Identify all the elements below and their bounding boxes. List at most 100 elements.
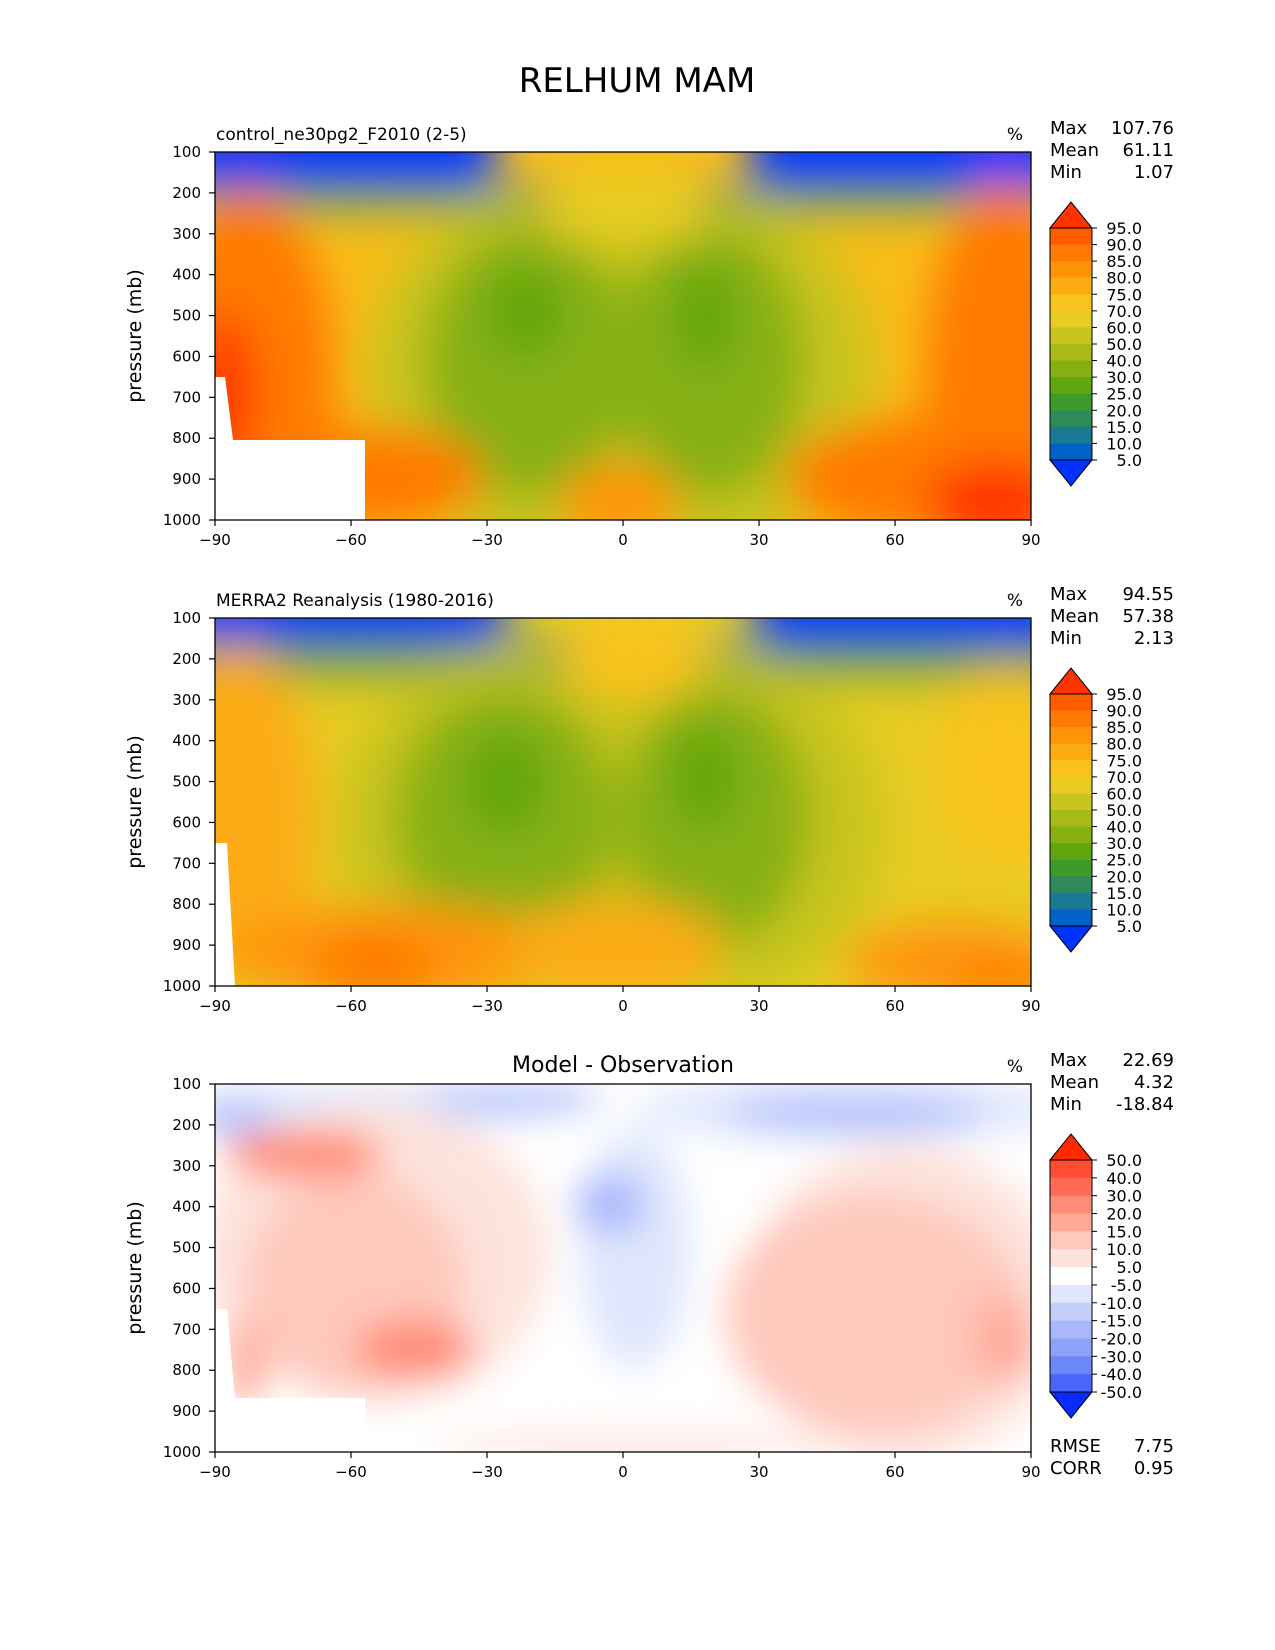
colorbar-bin [1050,327,1092,345]
y-tick-label: 500 [172,1239,201,1257]
stat-label: Min [1050,162,1082,183]
x-tick-label: 30 [749,531,768,549]
colorbar-extend-max [1048,667,1094,695]
colorbar-label: 80.0 [1106,269,1142,288]
y-tick-label: 300 [172,225,201,243]
y-tick-label: 100 [172,1075,201,1093]
y-tick-label: 200 [172,184,201,202]
stat-value: 94.55 [1122,584,1174,605]
x-tick-label: 90 [1021,1463,1040,1481]
y-tick-label: 400 [172,1198,201,1216]
colorbar-label: 10.0 [1106,434,1142,453]
contour-field [215,1084,1031,1452]
colorbar: 50.040.030.020.015.010.05.0-5.0-10.0-15.… [1048,1133,1142,1419]
colorbar-label: 10.0 [1106,900,1142,919]
colorbar-label: 20.0 [1106,867,1142,886]
colorbar-bin [1050,228,1092,246]
panel-units: % [1007,1057,1023,1077]
colorbar-bin [1050,1320,1092,1339]
x-tick-label: −60 [335,997,367,1015]
y-tick-label: 100 [172,143,201,161]
side-info-diff: Max 22.69 Mean 4.32 Min -18.84 50.040.030.020.… [1048,1050,1174,1479]
y-tick-label: 1000 [163,1443,201,1461]
x-tick-label: 0 [618,997,628,1015]
y-tick-label: 400 [172,732,201,750]
colorbar-bin [1050,810,1092,828]
stat-value: 0.95 [1134,1458,1174,1479]
colorbar-label: 15.0 [1106,1222,1142,1241]
colorbar-label: 5.0 [1117,917,1142,936]
stat-value: 7.75 [1134,1436,1174,1457]
figure-title: RELHUM MAM [519,61,756,101]
stat-label: Min [1050,628,1082,649]
colorbar-label: -20.0 [1101,1329,1142,1348]
colorbar-label: 50.0 [1106,801,1142,820]
y-tick-label: 1000 [163,511,201,529]
colorbar-label: 60.0 [1106,318,1142,337]
x-tick-label: −30 [471,997,503,1015]
y-tick-label: 800 [172,1361,201,1379]
x-tick-label: −30 [471,1463,503,1481]
colorbar-label: 30.0 [1106,1187,1142,1206]
y-tick-label: 800 [172,429,201,447]
stat-label: Max [1050,118,1088,139]
colorbar-label: 40.0 [1106,352,1142,371]
contour-field [215,618,1031,986]
colorbar-label: 90.0 [1106,702,1142,721]
x-tick-label: 90 [1021,531,1040,549]
panel-units: % [1007,125,1023,145]
stat-value: 4.32 [1134,1072,1174,1093]
colorbar-label: 70.0 [1106,302,1142,321]
stat-label: Mean [1050,1072,1099,1093]
stat-label: Min [1050,1094,1082,1115]
colorbar-bin [1050,710,1092,728]
stat-label: Max [1050,1050,1088,1071]
stat-label: CORR [1050,1458,1102,1479]
colorbar-label: 90.0 [1106,236,1142,255]
colorbar-label: 70.0 [1106,768,1142,787]
y-tick-label: 600 [172,347,201,365]
colorbar-bin [1050,344,1092,362]
colorbar-bin [1050,277,1092,295]
y-tick-label: 300 [172,691,201,709]
colorbar-label: 20.0 [1106,401,1142,420]
stat-value: 1.07 [1134,162,1174,183]
panel-subtitle: Model - Observation [512,1053,734,1078]
colorbar-label: 85.0 [1106,718,1142,737]
colorbar-label: 15.0 [1106,884,1142,903]
colorbar-bin [1050,1356,1092,1375]
colorbar-bin [1050,244,1092,262]
y-tick-label: 300 [172,1157,201,1175]
y-tick-label: 500 [172,773,201,791]
y-tick-label: 900 [172,470,201,488]
colorbar-bin [1050,876,1092,894]
x-tick-label: 30 [749,1463,768,1481]
stat-value: 107.76 [1111,118,1174,139]
colorbar-bin [1050,261,1092,279]
colorbar-bin [1050,1374,1092,1393]
colorbar-label: 30.0 [1106,368,1142,387]
y-tick-label: 600 [172,1279,201,1297]
colorbar-label: 25.0 [1106,385,1142,404]
colorbar-bin [1050,760,1092,778]
colorbar-extend-max [1048,201,1094,229]
y-tick-label: 200 [172,1116,201,1134]
colorbar-bin [1050,892,1092,910]
colorbar-bin [1050,1267,1092,1286]
colorbar-bin [1050,743,1092,761]
y-tick-label: 600 [172,813,201,831]
contour-field [215,152,1031,520]
colorbar-bin [1050,859,1092,877]
colorbar-label: 80.0 [1106,735,1142,754]
x-tick-label: 60 [885,1463,904,1481]
colorbar-label: 30.0 [1106,834,1142,853]
side-info-obs: Max 94.55 Mean 57.38 Min 2.13 95.090.085.080.0… [1048,584,1174,953]
y-tick-label: 100 [172,609,201,627]
stat-label: RMSE [1050,1436,1101,1457]
y-tick-label: 700 [172,1320,201,1338]
colorbar-label: 5.0 [1117,451,1142,470]
y-tick-label: 800 [172,895,201,913]
colorbar-label: 25.0 [1106,851,1142,870]
colorbar: 95.090.085.080.075.070.060.050.040.030.0… [1048,667,1142,953]
